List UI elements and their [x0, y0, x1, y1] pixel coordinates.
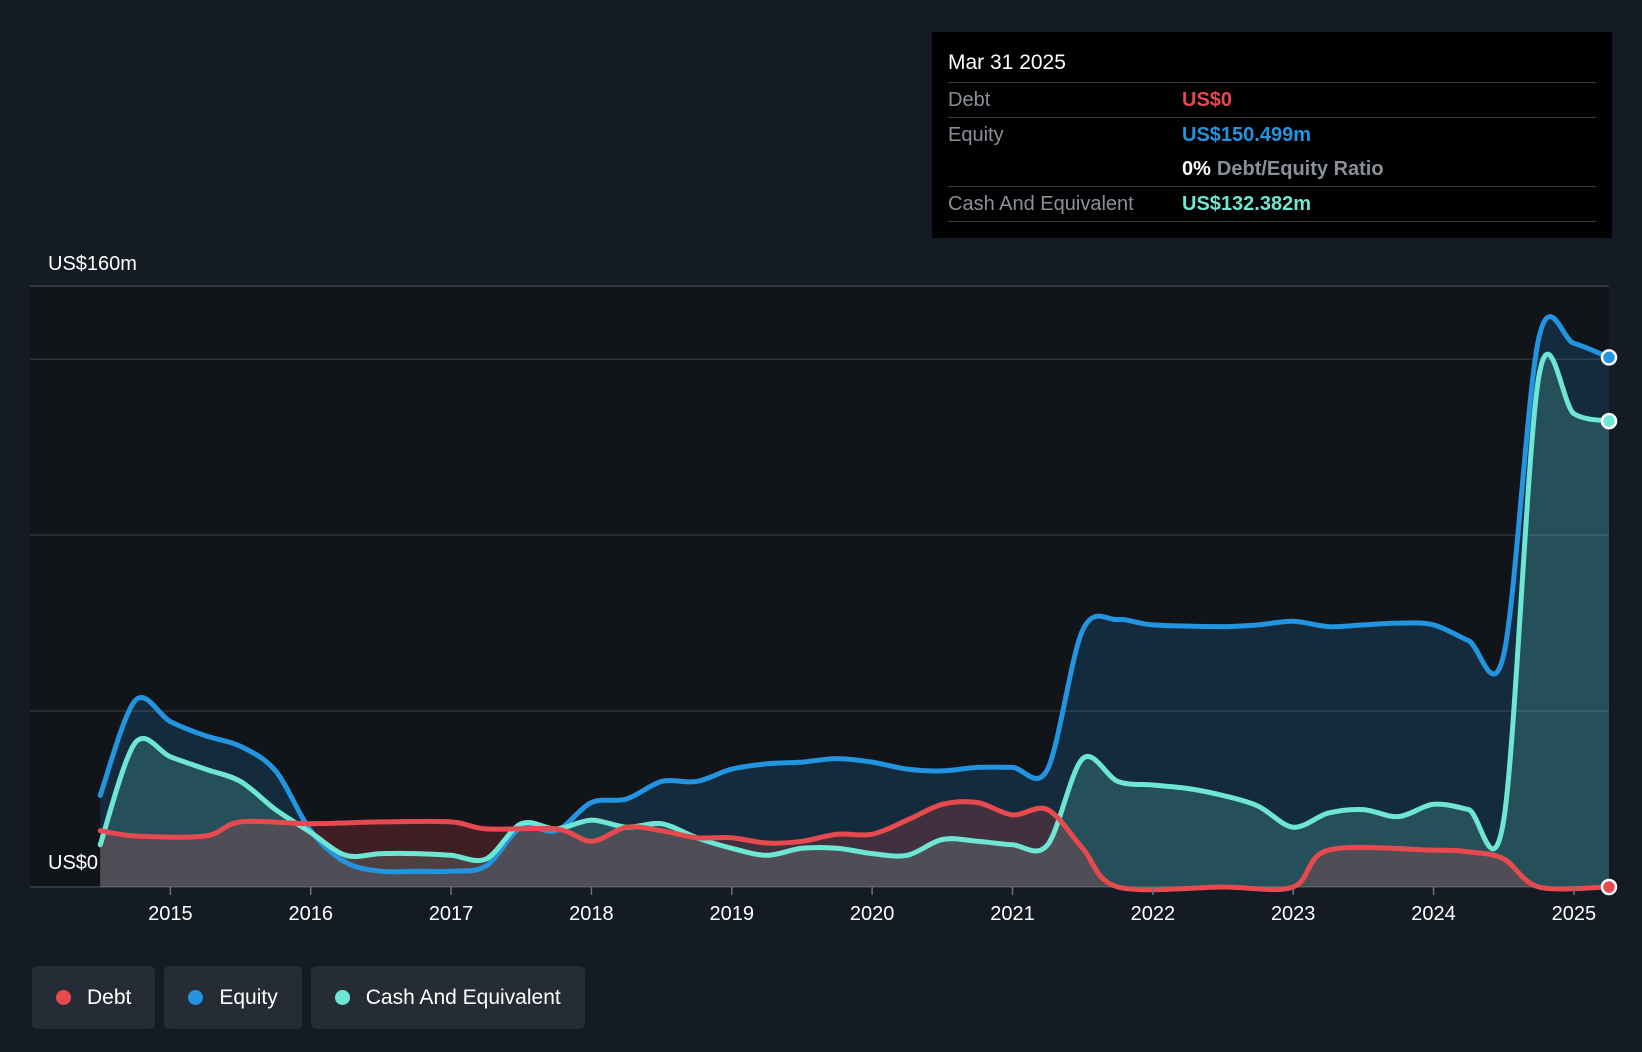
legend-dot-debt: [56, 990, 71, 1005]
legend-item-equity[interactable]: Equity: [164, 966, 302, 1029]
x-tick-label: 2019: [710, 903, 755, 925]
y-axis-bottom-label: US$0: [48, 852, 98, 874]
x-tick-label: 2020: [850, 903, 895, 925]
x-tick-label: 2023: [1271, 903, 1316, 925]
area-equity: [100, 316, 1610, 887]
tooltip-equity-label: Equity: [948, 123, 1004, 146]
x-tick-label: 2024: [1411, 903, 1456, 925]
tooltip-ratio-value: 0%: [1182, 157, 1211, 180]
endpoint-equity: [1600, 349, 1618, 366]
x-tick-label: 2021: [990, 903, 1035, 925]
tooltip-date: Mar 31 2025: [948, 51, 1066, 74]
series-endpoints: [1600, 349, 1618, 896]
tooltip-ratio-row: 0% Debt/Equity Ratio: [948, 152, 1596, 186]
legend-item-debt[interactable]: Debt: [32, 966, 156, 1029]
tooltip-cash-value: US$132.382m: [1182, 192, 1311, 215]
endpoint-cash-and-equivalent: [1600, 412, 1618, 430]
x-tick-label: 2015: [148, 903, 193, 925]
legend-label-equity: Equity: [219, 985, 278, 1009]
x-tick-label: 2022: [1131, 903, 1176, 925]
tooltip-ratio-label: Debt/Equity Ratio: [1216, 157, 1384, 180]
tooltip-debt-label: Debt: [948, 88, 991, 111]
tooltip-equity-row: Equity US$150.499m: [948, 117, 1596, 152]
gridlines: [30, 285, 1609, 888]
y-axis-top-label: US$160m: [48, 253, 137, 275]
tooltip-panel: Mar 31 2025 Debt US$0 Equity US$150.499m…: [932, 32, 1612, 238]
legend-label-debt: Debt: [87, 985, 132, 1009]
chart-legend: Debt Equity Cash And Equivalent: [32, 966, 585, 1029]
legend-dot-equity: [188, 990, 204, 1005]
tooltip-cash-row: Cash And Equivalent US$132.382m: [948, 186, 1596, 222]
line-debt: [97, 799, 1612, 893]
tooltip-equity-value: US$150.499m: [1182, 123, 1311, 146]
tooltip-cash-label: Cash And Equivalent: [948, 192, 1134, 215]
plot-area-highlight: [30, 286, 1609, 887]
x-tick-label: 2016: [288, 903, 333, 925]
line-equity: [97, 314, 1612, 875]
line-cash-and-equivalent: [97, 351, 1612, 864]
legend-dot-cash: [334, 990, 350, 1005]
legend-item-cash[interactable]: Cash And Equivalent: [310, 966, 585, 1029]
area-cash-and-equivalent: [100, 354, 1610, 887]
endpoint-debt: [1600, 878, 1618, 896]
tooltip-debt-row: Debt US$0: [948, 82, 1596, 117]
series-lines: [97, 314, 1612, 893]
x-tick-label: 2017: [429, 903, 474, 925]
x-tick-label: 2025: [1552, 903, 1597, 925]
x-tick-label: 2018: [569, 903, 614, 925]
legend-label-cash: Cash And Equivalent: [365, 985, 561, 1009]
tooltip-debt-value: US$0: [1182, 88, 1233, 111]
x-axis-ticks: 2015 2016 2017 2018 2019 2020 2021 2022 2023 2024…: [148, 887, 1596, 925]
